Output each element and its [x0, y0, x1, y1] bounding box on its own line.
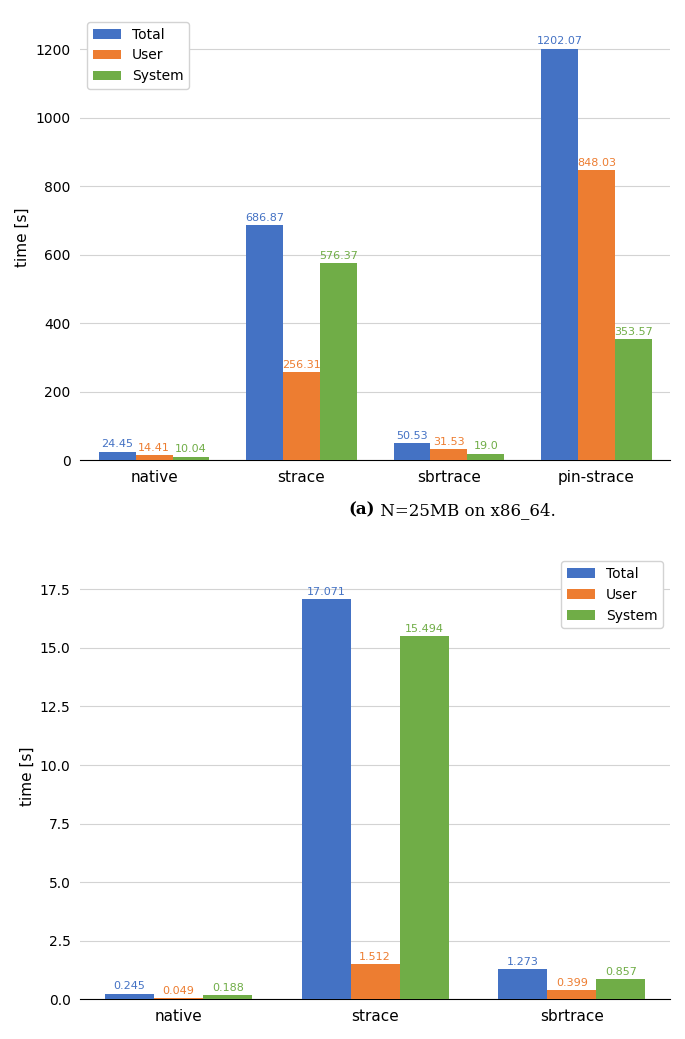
Text: 15.494: 15.494: [405, 624, 444, 634]
Bar: [400, 636, 449, 1000]
Bar: [136, 455, 173, 460]
Text: 31.53: 31.53: [433, 437, 464, 447]
Bar: [283, 372, 320, 460]
Text: 1202.07: 1202.07: [536, 36, 582, 47]
Text: 256.31: 256.31: [282, 361, 321, 370]
Y-axis label: time [s]: time [s]: [19, 747, 34, 806]
Text: 19.0: 19.0: [473, 442, 498, 451]
Text: 0.245: 0.245: [114, 981, 145, 991]
Y-axis label: time [s]: time [s]: [15, 208, 30, 267]
Bar: [597, 979, 645, 1000]
Text: 1.512: 1.512: [360, 952, 391, 962]
Bar: [541, 49, 578, 460]
Bar: [467, 454, 504, 460]
Text: 1.273: 1.273: [507, 957, 538, 967]
Bar: [394, 443, 430, 460]
Bar: [105, 993, 154, 1000]
Bar: [351, 964, 400, 1000]
Text: 848.03: 848.03: [577, 158, 616, 167]
Bar: [498, 969, 547, 1000]
Text: 24.45: 24.45: [101, 439, 134, 450]
Text: 353.57: 353.57: [614, 327, 653, 337]
Bar: [154, 998, 203, 1000]
Legend: Total, User, System: Total, User, System: [562, 561, 663, 629]
Bar: [547, 990, 597, 1000]
Text: (a): (a): [349, 502, 375, 518]
Bar: [246, 224, 283, 460]
Text: 0.188: 0.188: [212, 983, 244, 992]
Text: 14.41: 14.41: [138, 443, 170, 453]
Text: 686.87: 686.87: [245, 213, 284, 222]
Bar: [301, 600, 351, 1000]
Bar: [173, 456, 210, 460]
Text: 17.071: 17.071: [307, 587, 345, 597]
Bar: [320, 263, 357, 460]
Text: N=25MB on x86_64.: N=25MB on x86_64.: [375, 502, 556, 518]
Text: 0.857: 0.857: [605, 967, 637, 977]
Bar: [203, 995, 252, 1000]
Bar: [578, 169, 614, 460]
Bar: [614, 339, 651, 460]
Text: 576.37: 576.37: [319, 250, 358, 261]
Bar: [430, 449, 467, 460]
Bar: [99, 452, 136, 460]
Text: 0.049: 0.049: [163, 986, 195, 996]
Text: 50.53: 50.53: [396, 430, 428, 441]
Legend: Total, User, System: Total, User, System: [88, 22, 189, 89]
Text: 10.04: 10.04: [175, 445, 207, 454]
Text: 0.399: 0.399: [556, 978, 588, 988]
